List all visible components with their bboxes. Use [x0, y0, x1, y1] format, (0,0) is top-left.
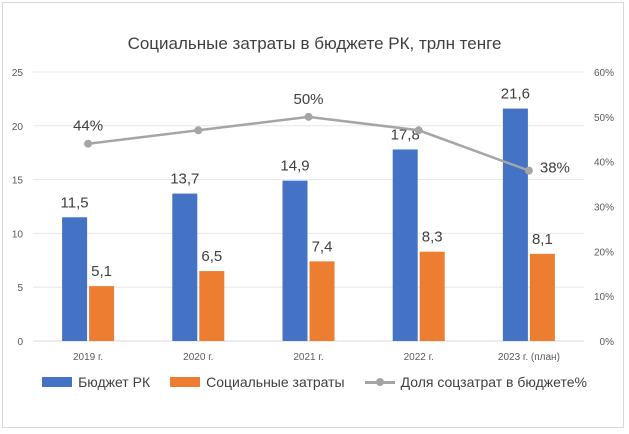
bar-budget [172, 193, 198, 341]
legend-item-share: Доля соцзатрат в бюджете% [364, 374, 587, 390]
line-share-point [524, 166, 533, 175]
y-right-tick-label: 20% [594, 247, 614, 258]
chart-title: Социальные затраты в бюджете РК, трлн те… [127, 34, 502, 53]
line-share-point [304, 112, 313, 121]
y-left-tick-label: 25 [12, 68, 24, 79]
bar-budget [282, 180, 308, 341]
bar-data-label: 11,5 [61, 194, 89, 211]
x-tick-label: 2020 г. [183, 352, 213, 363]
bar-data-label: 5,1 [91, 263, 112, 280]
bar-social [199, 271, 225, 341]
legend-label-social: Социальные затраты [206, 374, 345, 390]
x-tick-label: 2021 г. [293, 352, 323, 363]
y-left-tick-label: 20 [12, 122, 24, 133]
bar-data-label: 8,3 [422, 229, 443, 246]
x-tick-label: 2023 г. (план) [498, 352, 560, 363]
y-left-tick-label: 10 [12, 229, 24, 240]
bar-social [309, 261, 335, 341]
bar-social [419, 251, 445, 341]
y-left-tick-label: 5 [17, 283, 23, 294]
y-right-tick-label: 60% [594, 68, 614, 79]
bar-budget [502, 108, 528, 341]
bar-social [89, 286, 115, 341]
line-share-point [84, 139, 93, 148]
bar-data-label: 14,9 [280, 158, 309, 175]
line-data-label: 38% [540, 160, 570, 177]
legend-item-budget: Бюджет РК [42, 374, 150, 390]
legend-swatch-budget [42, 377, 73, 387]
bar-data-label: 6,5 [201, 248, 222, 265]
chart-legend: Бюджет РК Социальные затраты Доля соцзат… [0, 374, 629, 390]
line-share-point [194, 126, 203, 135]
y-left-tick-label: 15 [12, 176, 24, 187]
legend-label-share: Доля соцзатрат в бюджете% [400, 374, 587, 390]
bar-data-label: 21,6 [501, 86, 530, 103]
legend-item-social: Социальные затраты [170, 374, 345, 390]
y-right-tick-label: 40% [594, 158, 614, 169]
line-share-point [414, 126, 423, 135]
x-tick-label: 2019 г. [73, 352, 103, 363]
bar-budget [392, 149, 418, 341]
bar-social [529, 253, 555, 341]
y-right-tick-label: 30% [594, 203, 614, 214]
y-right-tick-label: 50% [594, 113, 614, 124]
bar-data-label: 13,7 [170, 171, 199, 188]
line-data-label: 50% [293, 91, 323, 108]
legend-swatch-share [364, 377, 395, 386]
bar-data-label: 8,1 [532, 231, 553, 248]
y-right-tick-label: 10% [594, 292, 614, 303]
x-tick-label: 2022 г. [404, 352, 434, 363]
legend-label-budget: Бюджет РК [78, 374, 151, 390]
bar-budget [62, 217, 88, 341]
bar-data-label: 7,4 [312, 238, 333, 255]
line-data-label: 44% [73, 118, 103, 135]
legend-swatch-social [170, 377, 201, 387]
y-right-tick-label: 0% [600, 337, 615, 348]
y-left-tick-label: 0 [17, 337, 23, 348]
